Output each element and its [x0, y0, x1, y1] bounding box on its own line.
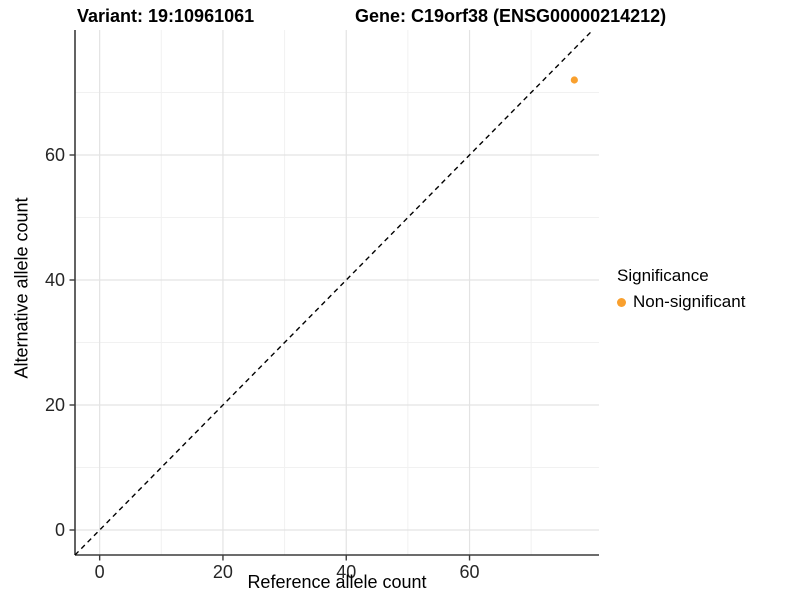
- x-tick-label: 20: [213, 562, 233, 582]
- legend-title: Significance: [617, 266, 709, 285]
- y-tick-label: 0: [55, 520, 65, 540]
- x-tick-label: 40: [336, 562, 356, 582]
- legend-item-label: Non-significant: [633, 292, 746, 311]
- identity-dashed-line: [74, 29, 594, 556]
- legend-point-icon: [617, 297, 626, 307]
- plot-title-variant: Variant: 19:10961061: [77, 6, 255, 26]
- plot-title-gene: Gene: C19orf38 (ENSG00000214212): [355, 6, 667, 26]
- y-tick-label: 20: [45, 395, 65, 415]
- legend-item: Non-significant: [617, 292, 745, 312]
- legend: Significance Non-significant: [617, 266, 745, 312]
- x-tick-label: 0: [95, 562, 105, 582]
- data-point: [570, 76, 578, 84]
- x-axis-title: Reference allele count: [247, 572, 427, 592]
- y-tick-label: 40: [45, 270, 65, 290]
- y-tick-label: 60: [45, 145, 65, 165]
- x-tick-label: 60: [460, 562, 480, 582]
- y-axis-title: Alternative allele count: [11, 197, 32, 379]
